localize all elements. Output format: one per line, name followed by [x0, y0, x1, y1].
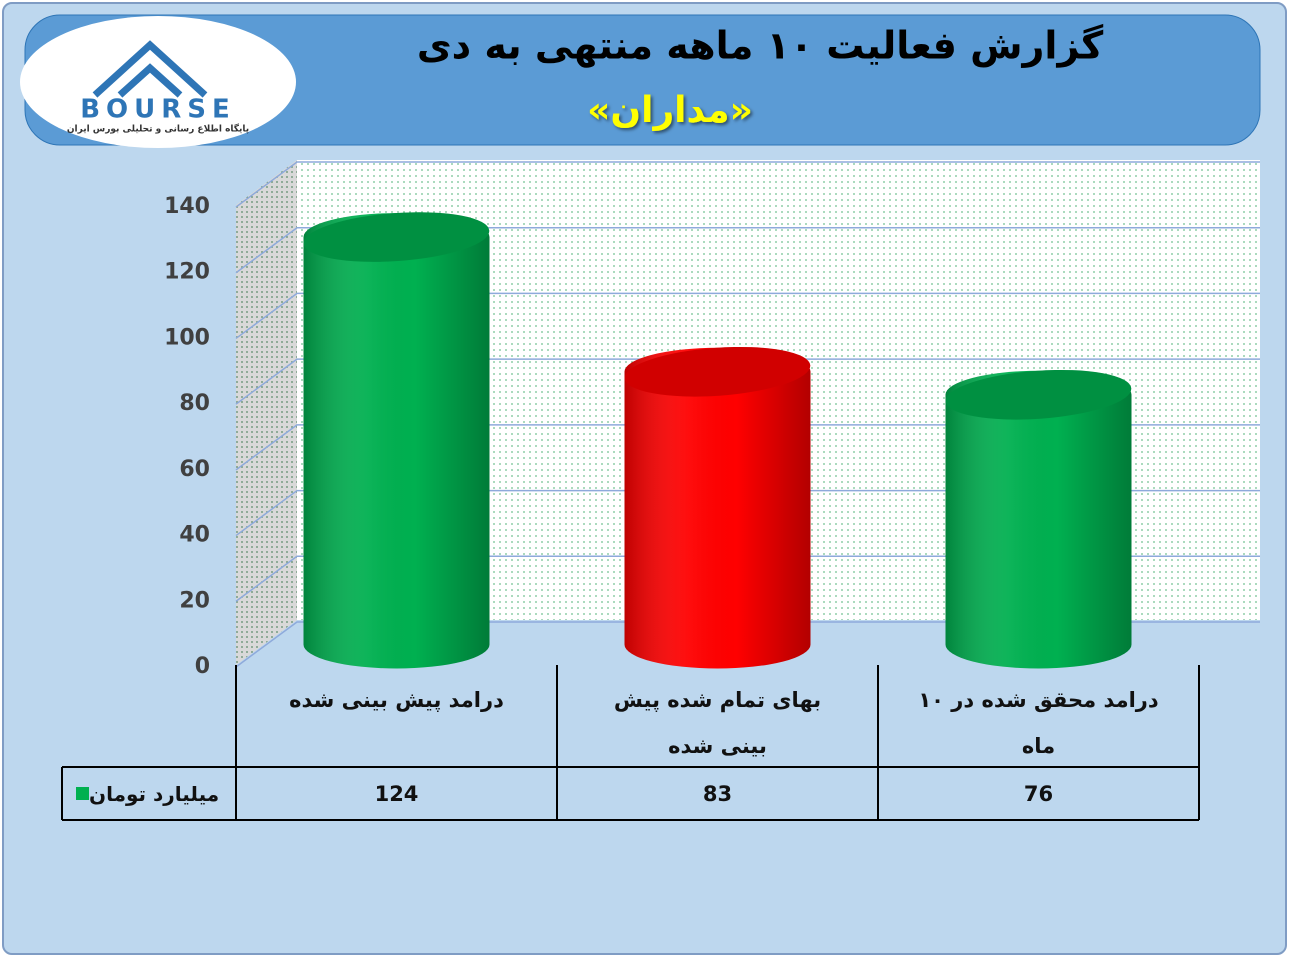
value-label: 124 [374, 781, 419, 806]
y-tick-label: 100 [164, 325, 210, 350]
table-lines [61, 665, 1200, 821]
bar-top-shade [945, 369, 1132, 420]
grid-line [235, 555, 1260, 602]
grid-line [235, 226, 1260, 274]
chart-title: گزارش فعالیت ۱۰ ماهه منتهی به دی [417, 24, 1104, 68]
category-label: درامد پیش بینی شده [289, 688, 504, 712]
legend-key [76, 787, 89, 800]
y-tick-label: 20 [179, 588, 210, 613]
legend-entry: میلیارد تومان [62, 767, 236, 820]
y-tick-label: 80 [179, 391, 210, 416]
bar-top [945, 369, 1132, 420]
y-tick-label: 60 [179, 457, 210, 482]
bar-shade [945, 370, 1132, 669]
chart-subtitle: «مداران» [587, 90, 753, 131]
bar-top-shade [624, 346, 811, 397]
logo-icon [92, 40, 208, 98]
y-tick-label: 0 [195, 654, 210, 679]
bar-top [624, 346, 811, 397]
grid-line [235, 292, 1260, 340]
side-wall [236, 160, 297, 665]
grid-line [235, 489, 1260, 537]
bar-top-shade [303, 212, 490, 262]
category-label: بهای تمام شده پیش بینی شده [613, 688, 822, 758]
logo-bg [20, 16, 296, 148]
grid-line [235, 621, 1260, 668]
y-tick-label: 120 [164, 260, 210, 285]
category-label: درامد محقق شده در ۱۰ ماه [918, 688, 1159, 758]
bar-top [303, 212, 490, 262]
y-tick-label: 140 [164, 194, 210, 219]
legend-label: میلیارد تومان [89, 781, 220, 806]
value-label: 76 [1023, 781, 1054, 806]
value-label: 83 [702, 781, 733, 806]
logo-name: BOURSE [80, 95, 236, 125]
grid-line [235, 161, 1260, 208]
grid-line [235, 358, 1260, 405]
grid-line [235, 424, 1260, 471]
bar-shade [303, 213, 490, 669]
logo-tagline: پایگاه اطلاع رسانی و تحلیلی بورس ایران [67, 123, 249, 135]
bar-shade [624, 347, 811, 669]
y-tick-label: 40 [179, 523, 210, 548]
